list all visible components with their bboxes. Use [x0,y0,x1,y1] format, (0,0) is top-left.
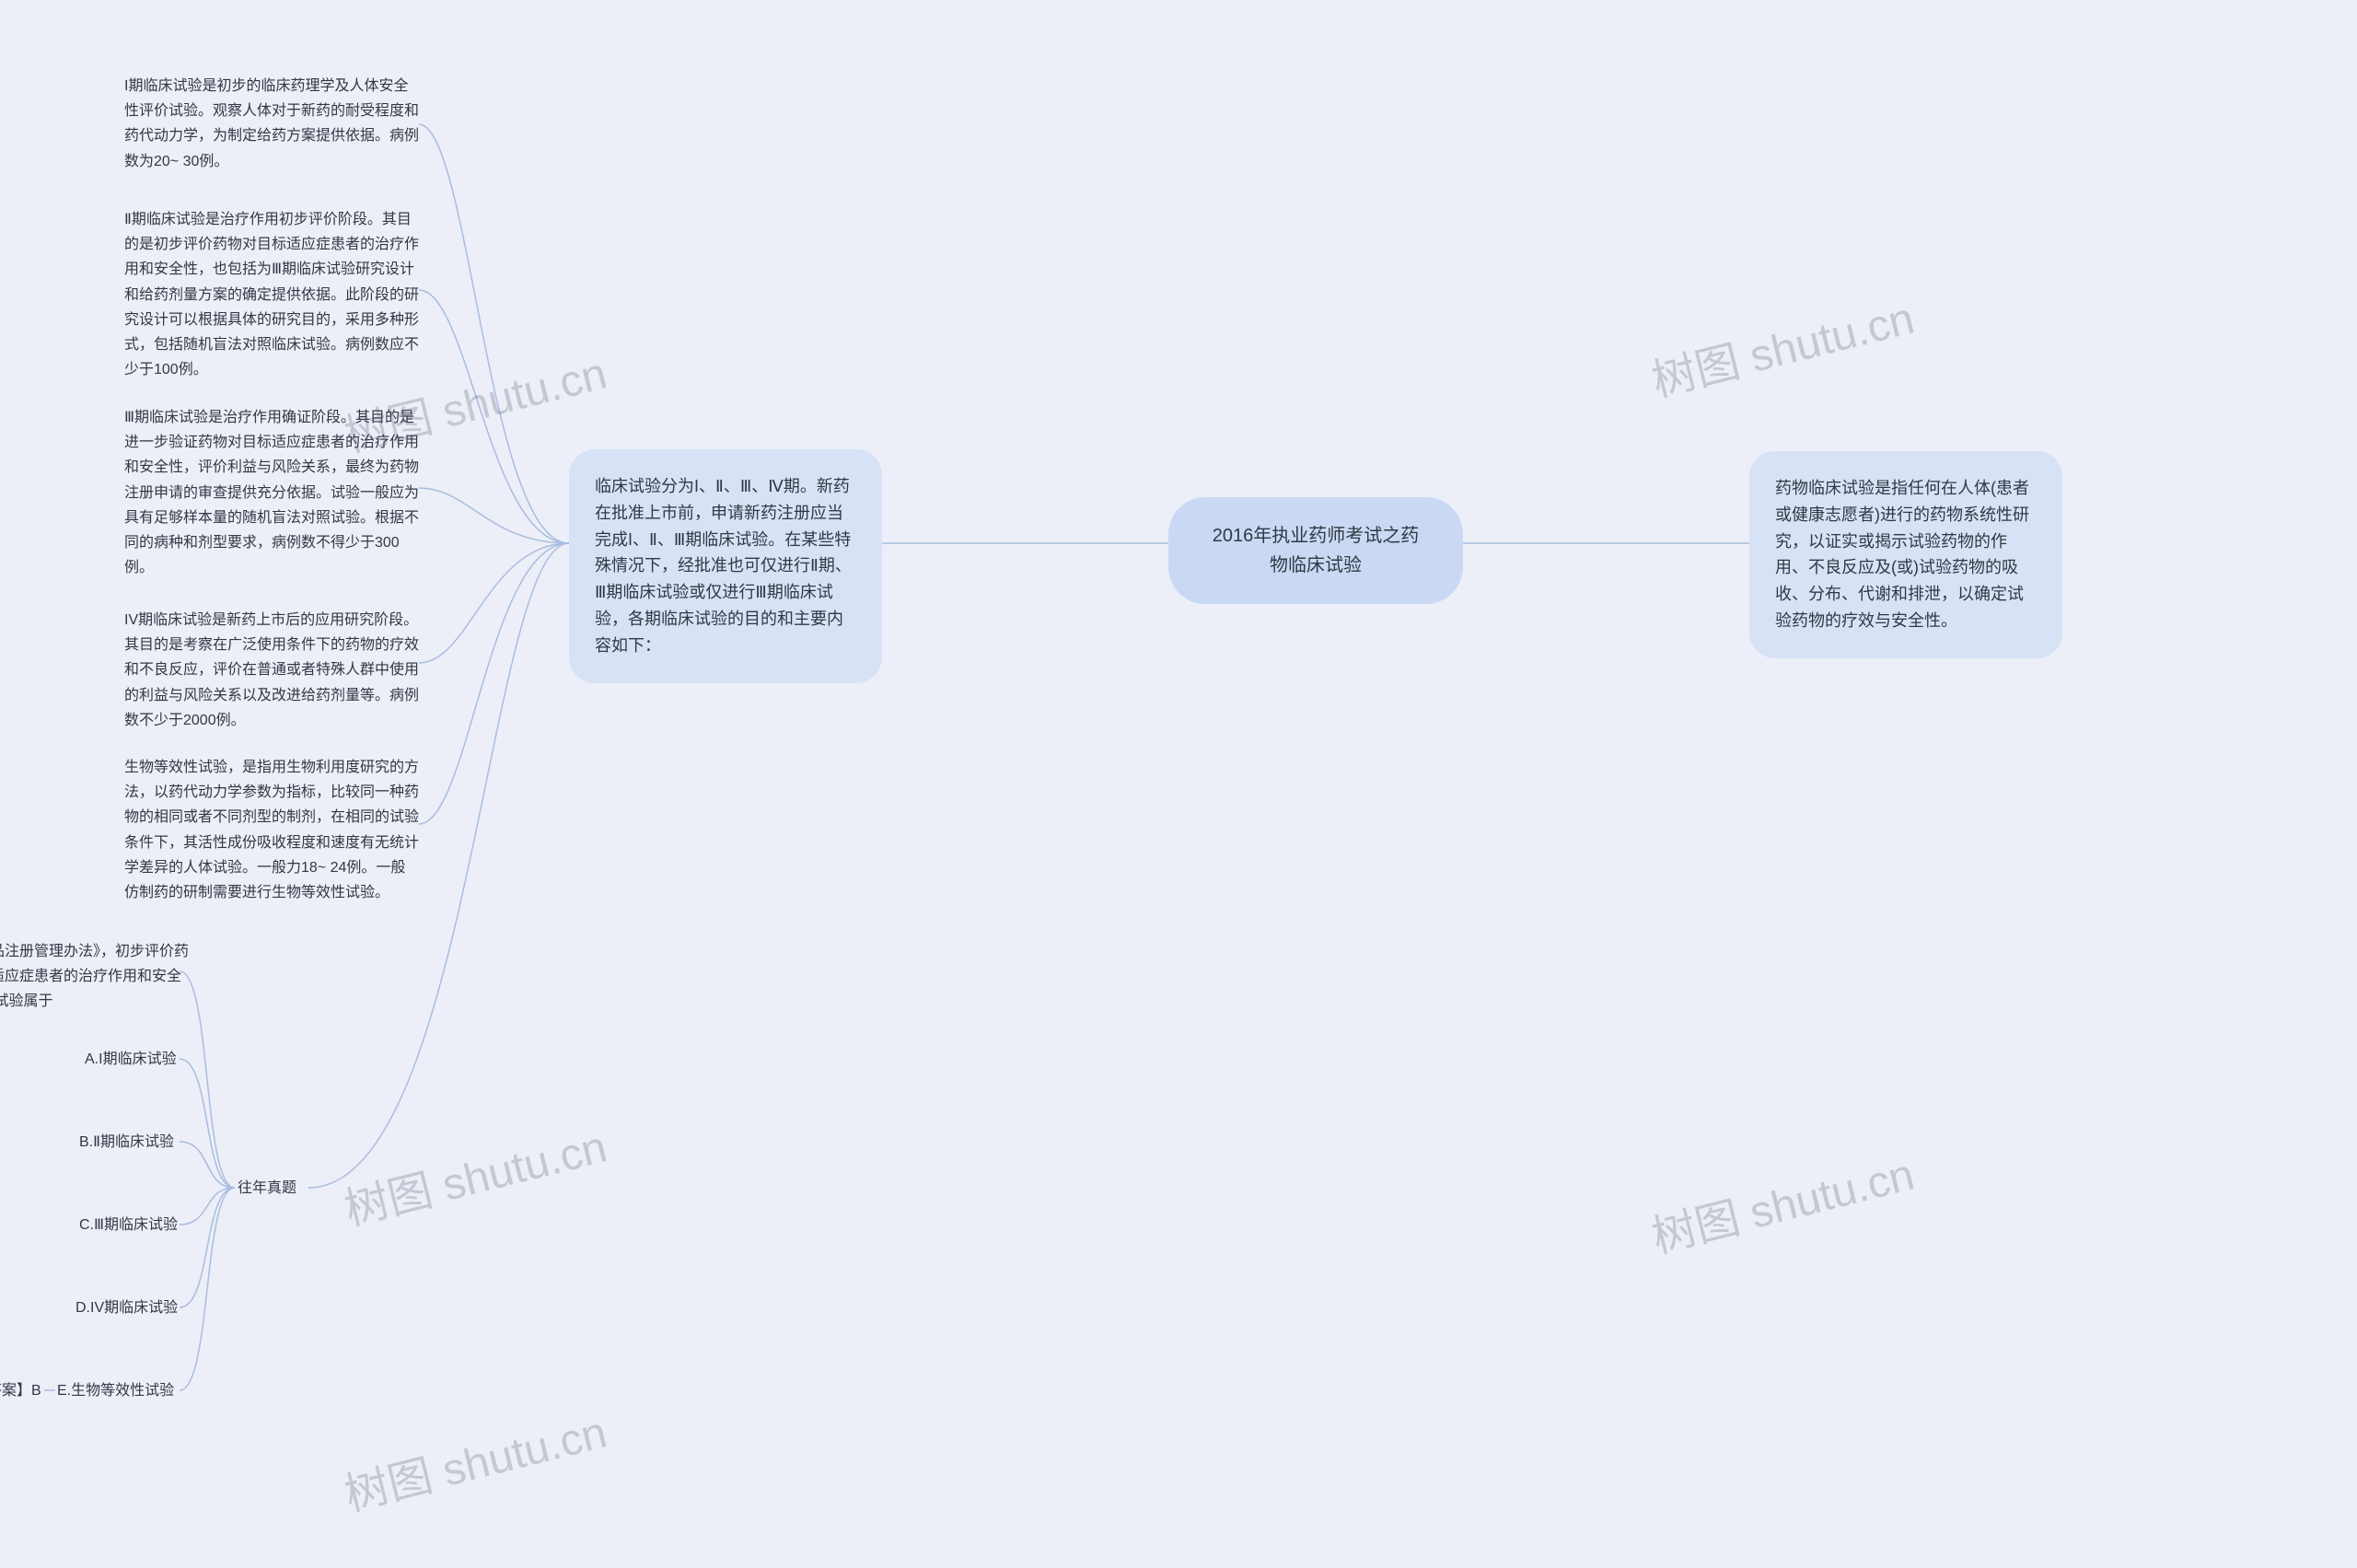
node-phase1[interactable]: I期临床试验是初步的临床药理学及人体安全性评价试验。观察人体对于新药的耐受程度和… [124,74,419,174]
node-answer[interactable]: 【答案】B [0,1379,41,1403]
node-option-e[interactable]: E.生物等效性试验 [57,1379,174,1403]
node-intro[interactable]: 临床试验分为I、Ⅱ、Ⅲ、Ⅳ期。新药在批准上市前，申请新药注册应当完成I、Ⅱ、Ⅲ期… [569,449,882,683]
option-b-text: B.Ⅱ期临床试验 [79,1134,174,1150]
root-node[interactable]: 2016年执业药师考试之药物临床试验 [1168,497,1463,604]
node-option-a[interactable]: A.I期临床试验 [85,1048,177,1072]
node-option-b[interactable]: B.Ⅱ期临床试验 [79,1131,174,1155]
node-option-c[interactable]: C.Ⅲ期临床试验 [79,1214,178,1237]
bioeq-text: 生物等效性试验，是指用生物利用度研究的方法，以药代动力学参数为指标，比较同一种药… [124,760,419,900]
node-option-d[interactable]: D.IV期临床试验 [75,1296,178,1320]
node-definition[interactable]: 药物临床试验是指任何在人体(患者或健康志愿者)进行的药物系统性研究，以证实或揭示… [1749,451,2062,658]
phase3-text: Ⅲ期临床试验是治疗作用确证阶段。其目的是进一步验证药物对目标适应症患者的治疗作用… [124,410,419,575]
node-bioeq[interactable]: 生物等效性试验，是指用生物利用度研究的方法，以药代动力学参数为指标，比较同一种药… [124,755,419,905]
definition-text: 药物临床试验是指任何在人体(患者或健康志愿者)进行的药物系统性研究，以证实或揭示… [1775,479,2029,630]
phase1-text: I期临床试验是初步的临床药理学及人体安全性评价试验。观察人体对于新药的耐受程度和… [124,78,419,169]
option-a-text: A.I期临床试验 [85,1051,177,1067]
node-phase3[interactable]: Ⅲ期临床试验是治疗作用确证阶段。其目的是进一步验证药物对目标适应症患者的治疗作用… [124,405,419,580]
phase4-text: IV期临床试验是新药上市后的应用研究阶段。其目的是考察在广泛使用条件下的药物的疗… [124,612,419,728]
node-phase2[interactable]: Ⅱ期临床试验是治疗作用初步评价阶段。其目的是初步评价药物对目标适应症患者的治疗作… [124,207,419,382]
question-stem-text: 根据《药品注册管理办法》，初步评价药物对目标适应症患者的治疗作用和安全性 的临床… [0,944,189,1009]
watermark: 树图 shutu.cn [337,1110,612,1237]
phase2-text: Ⅱ期临床试验是治疗作用初步评价阶段。其目的是初步评价药物对目标适应症患者的治疗作… [124,212,419,377]
watermark: 树图 shutu.cn [1644,1138,1920,1265]
answer-text: 【答案】B [0,1383,41,1399]
past-questions-label: 往年真题 [238,1180,296,1196]
root-label: 2016年执业药师考试之药物临床试验 [1213,526,1420,575]
node-phase4[interactable]: IV期临床试验是新药上市后的应用研究阶段。其目的是考察在广泛使用条件下的药物的疗… [124,608,419,733]
node-question-stem[interactable]: 根据《药品注册管理办法》，初步评价药物对目标适应症患者的治疗作用和安全性 的临床… [0,939,189,1015]
option-c-text: C.Ⅲ期临床试验 [79,1217,178,1233]
node-past-questions[interactable]: 往年真题 [238,1177,296,1201]
option-d-text: D.IV期临床试验 [75,1300,178,1316]
intro-text: 临床试验分为I、Ⅱ、Ⅲ、Ⅳ期。新药在批准上市前，申请新药注册应当完成I、Ⅱ、Ⅲ期… [595,477,852,655]
option-e-text: E.生物等效性试验 [57,1383,174,1399]
watermark: 树图 shutu.cn [1644,282,1920,409]
watermark: 树图 shutu.cn [337,1396,612,1523]
